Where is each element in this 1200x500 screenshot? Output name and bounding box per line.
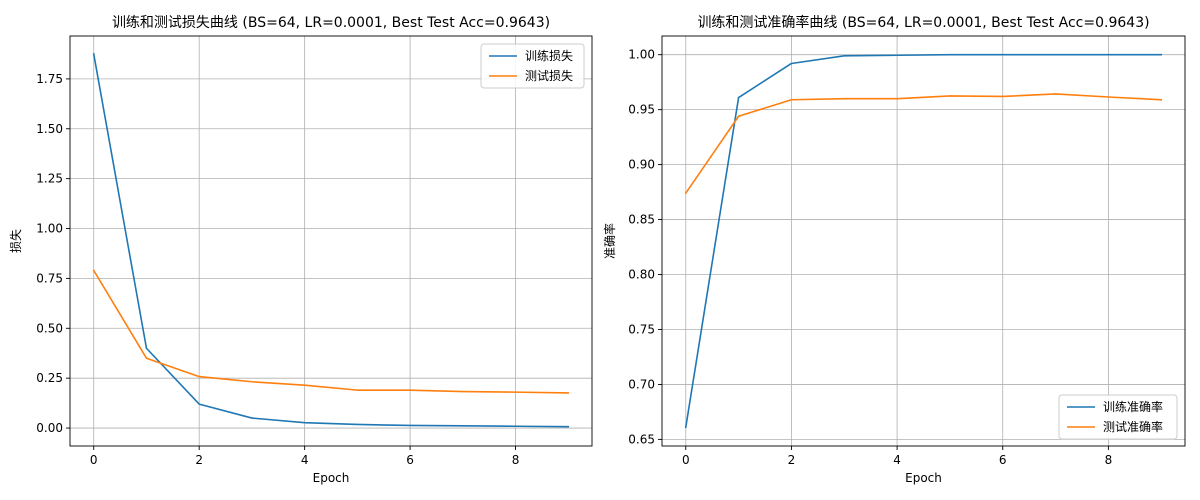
accuracy-grid (662, 36, 1185, 446)
accuracy-axes-frame (661, 35, 1186, 447)
loss-y-tick-label-4: 1.00 (36, 222, 63, 236)
accuracy-y-tick-label-6: 0.95 (628, 103, 655, 117)
loss-series-line-0 (92, 53, 570, 428)
accuracy-series-line-0 (684, 53, 1163, 429)
loss-y-tick-label-1: 0.25 (36, 371, 63, 385)
loss-legend-box (480, 43, 585, 89)
loss-y-tick-label-0: 0.00 (36, 421, 63, 435)
accuracy-y-tick-label-7: 1.00 (628, 48, 655, 62)
accuracy-y-tick-label-1: 0.70 (628, 377, 655, 391)
loss-x-tick-label-3: 6 (406, 453, 414, 467)
accuracy-y-tick-label-2: 0.75 (628, 322, 655, 336)
accuracy-x-tick-label-4: 8 (1105, 453, 1113, 467)
loss-series-line-1 (92, 269, 570, 394)
loss-x-tick-label-1: 2 (195, 453, 203, 467)
loss-y-tick-label-6: 1.50 (36, 122, 63, 136)
accuracy-series-line-1 (684, 93, 1163, 195)
loss-legend-label-0: 训练损失 (525, 48, 573, 63)
loss-chart-title: 训练和测试损失曲线 (BS=64, LR=0.0001, Best Test A… (112, 15, 550, 31)
accuracy-y-tick-label-4: 0.85 (628, 213, 655, 227)
loss-x-tick-label-0: 0 (90, 453, 98, 467)
loss-x-axis-label: Epoch (313, 471, 350, 485)
accuracy-y-tick-label-0: 0.65 (628, 432, 655, 446)
loss-x-tick-label-4: 8 (512, 453, 520, 467)
loss-y-tick-label-2: 0.50 (36, 321, 63, 335)
loss-grid (70, 36, 592, 446)
accuracy-x-tick-label-2: 4 (893, 453, 901, 467)
loss-axes-frame (69, 35, 593, 447)
accuracy-y-axis-label: 准确率 (602, 223, 617, 259)
accuracy-chart-title: 训练和测试准确率曲线 (BS=64, LR=0.0001, Best Test … (697, 14, 1149, 31)
accuracy-legend-box (1058, 394, 1178, 440)
accuracy-x-axis-label: Epoch (905, 471, 942, 485)
loss-chart: 0 2 4 6 8 0.00 0.25 0.50 0.75 1.00 1.25 1.50 1.75 训练和… (8, 15, 593, 485)
loss-y-axis-label: 损失 (8, 229, 23, 253)
accuracy-legend-label-0: 训练准确率 (1103, 399, 1163, 414)
accuracy-x-tick-label-0: 0 (682, 453, 690, 467)
accuracy-legend-label-1: 测试准确率 (1103, 419, 1163, 434)
accuracy-y-tick-label-3: 0.80 (628, 268, 655, 282)
loss-y-tick-label-7: 1.75 (36, 72, 63, 86)
loss-y-tick-label-3: 0.75 (36, 271, 63, 285)
loss-legend-label-1: 测试损失 (525, 68, 573, 83)
accuracy-x-tick-label-1: 2 (788, 453, 796, 467)
loss-x-tick-label-2: 4 (301, 453, 309, 467)
loss-y-tick-label-5: 1.25 (36, 172, 63, 186)
accuracy-y-tick-label-5: 0.90 (628, 158, 655, 172)
accuracy-chart: 0 2 4 6 8 0.65 0.70 0.75 0.80 0.85 0.90 0.95 1.00 训练和… (602, 14, 1186, 485)
accuracy-x-tick-label-3: 6 (999, 453, 1007, 467)
